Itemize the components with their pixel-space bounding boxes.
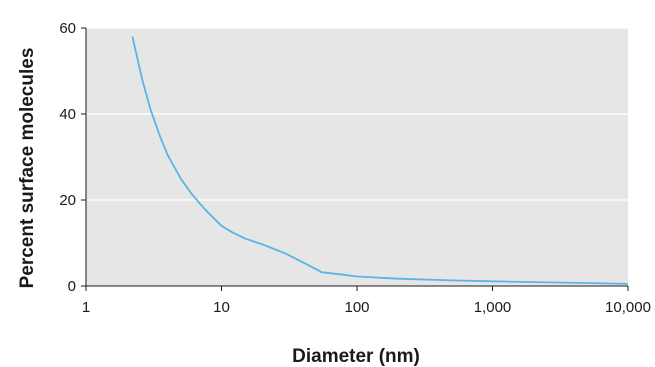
x-ticks: 1 10 100 1,000 10,000: [82, 286, 651, 316]
x-tick-label: 1,000: [474, 299, 512, 316]
x-tick-label: 100: [344, 299, 369, 316]
x-tick-label: 10,000: [605, 299, 651, 316]
y-tick-label: 40: [59, 106, 76, 123]
plot-background: [86, 28, 628, 286]
y-axis-title: Percent surface molecules: [17, 48, 38, 289]
gridlines: [86, 27, 628, 201]
x-tick-label: 1: [82, 299, 90, 316]
x-axis-title: Diameter (nm): [292, 346, 420, 367]
y-tick-label: 0: [68, 278, 76, 295]
y-tick-label: 20: [59, 192, 76, 209]
y-ticks: 0 20 40 60: [59, 20, 86, 295]
x-tick-label: 10: [213, 299, 230, 316]
y-tick-label: 60: [59, 20, 76, 37]
series-line: [131, 36, 629, 285]
